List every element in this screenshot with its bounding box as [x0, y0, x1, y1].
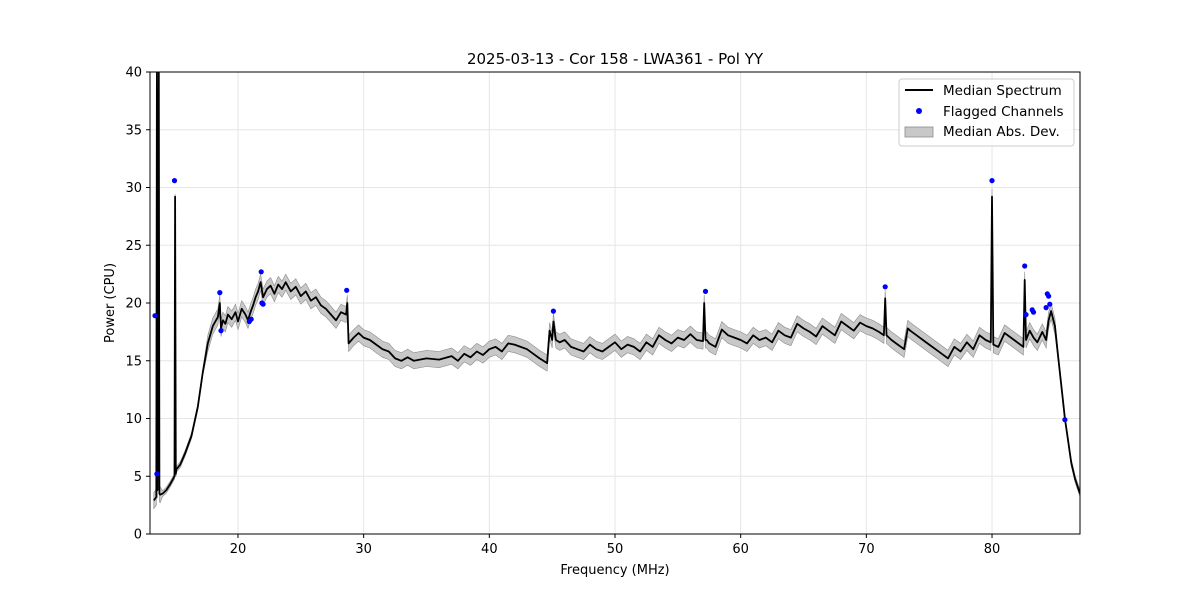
flagged-channel-point [248, 316, 254, 322]
flagged-channel-point [989, 178, 995, 184]
x-tick-label: 30 [355, 542, 372, 557]
flagged-channel-point [1047, 301, 1053, 307]
flagged-channel-point [154, 471, 160, 477]
y-tick-label: 10 [125, 412, 142, 427]
y-tick-label: 25 [125, 239, 142, 254]
flagged-channel-point [218, 328, 224, 334]
x-tick-label: 70 [858, 542, 875, 557]
y-tick-label: 0 [134, 528, 142, 543]
legend-flagged-swatch [916, 108, 922, 114]
flagged-channel-point [702, 288, 709, 294]
flagged-channel-point [260, 301, 266, 307]
flagged-channel-point [1043, 305, 1049, 311]
x-tick-label: 40 [481, 542, 498, 557]
flagged-channel-point [344, 287, 350, 293]
y-tick-label: 40 [125, 66, 142, 81]
x-axis-label: Frequency (MHz) [560, 563, 669, 578]
ticks-layer: 20 30 40 50 60 70 80 0 5 10 15 20 25 30 35 40 [125, 66, 1000, 558]
flagged-channel-point [1022, 263, 1028, 269]
median-spectrum-line [153, 72, 1080, 502]
y-tick-label: 15 [125, 354, 142, 369]
x-tick-label: 20 [230, 542, 247, 557]
flagged-channel-point [550, 308, 557, 314]
y-tick-label: 30 [125, 181, 142, 196]
y-tick-label: 35 [125, 123, 142, 138]
x-tick-label: 50 [607, 542, 624, 557]
legend-box [898, 78, 1075, 147]
flagged-channel-point [882, 284, 888, 290]
legend-mad-label: Median Abs. Dev. [943, 124, 1060, 140]
flagged-channel-point [171, 178, 178, 184]
flagged-channel-point [1030, 309, 1037, 315]
chart-title: 2025-03-13 - Cor 158 - LWA361 - Pol YY [467, 50, 764, 68]
legend-median-label: Median Spectrum [943, 83, 1062, 99]
flagged-channel-point [217, 290, 223, 296]
flagged-channel-point [1023, 312, 1029, 318]
median-abs-dev-band [153, 72, 1080, 510]
flagged-channel-point [258, 269, 264, 275]
y-tick-label: 5 [134, 470, 142, 485]
x-tick-label: 60 [732, 542, 749, 557]
flagged-channel-point [1046, 293, 1052, 299]
legend: Median Spectrum Flagged Channels Median … [898, 78, 1075, 147]
flagged-points-layer [152, 178, 1068, 477]
data-layer [153, 72, 1080, 510]
y-tick-label: 20 [125, 297, 142, 312]
flagged-channel-point [1062, 417, 1068, 423]
legend-flagged-label: Flagged Channels [943, 104, 1064, 120]
x-tick-label: 80 [984, 542, 1001, 557]
y-axis-label: Power (CPU) [103, 263, 118, 343]
legend-mad-swatch [904, 126, 934, 138]
flagged-channel-point [152, 313, 158, 319]
